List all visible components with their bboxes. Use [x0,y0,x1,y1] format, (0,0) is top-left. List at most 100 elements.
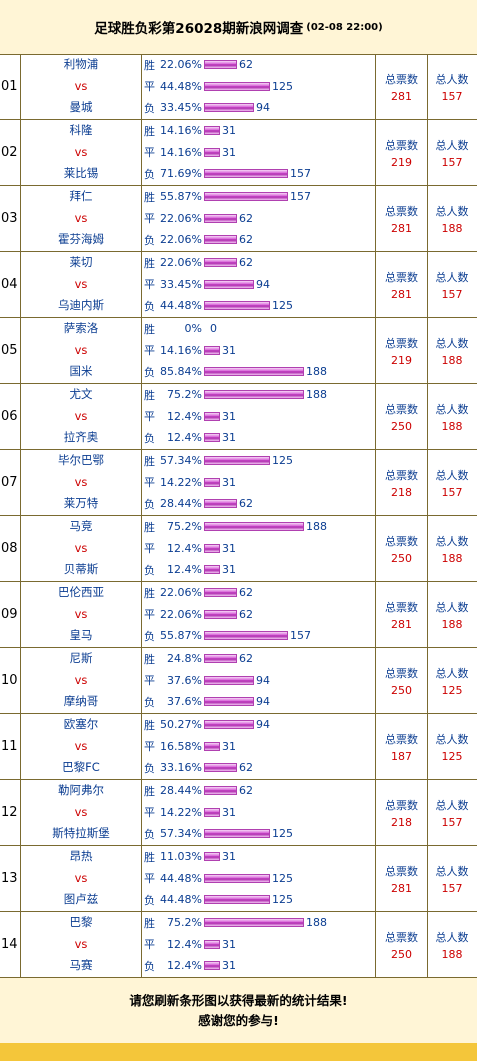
stat-win: 胜 57.34% 125 [141,450,375,472]
stat-lose-percent: 12.4% [167,431,202,445]
vs-label: vs [74,276,88,291]
total-people-label: 总人数 [435,600,469,614]
away-team[interactable]: 斯特拉斯堡 [52,826,110,841]
match-teams: 利物浦 vs 曼城 [20,54,142,119]
total-people-label: 总人数 [435,138,469,152]
stat-lose-bar [204,631,288,641]
stat-draw-percent: 16.58% [160,739,202,753]
away-team[interactable]: 马赛 [69,958,93,973]
stat-win-bar [204,192,288,202]
vote-stats: 胜 75.2% 188 平 12.4% 31 负 12.4% 31 [141,912,375,977]
stat-lose-bar [204,697,254,707]
stat-win-bar [204,456,270,466]
home-team[interactable]: 尼斯 [69,651,93,665]
home-team[interactable]: 莱切 [69,255,93,269]
vs-label: vs [74,474,88,489]
home-team[interactable]: 勒阿弗尔 [58,783,104,797]
home-team[interactable]: 利物浦 [63,57,99,71]
match-teams: 莱切 vs 乌迪内斯 [20,252,142,317]
match-row: 03 拜仁 vs 霍芬海姆 胜 55.87% 157 平 22.06% 62 负 22.06% 62 总票… [0,186,477,252]
stat-draw-count: 62 [239,211,253,225]
match-teams: 尼斯 vs 摩纳哥 [20,648,142,713]
total-people: 总人数 157 [427,450,477,515]
total-votes: 总票数 187 [375,714,428,779]
stat-lose-count: 94 [256,101,270,115]
stat-lose-bar [204,895,270,905]
away-team[interactable]: 皇马 [69,628,93,643]
stat-win-percent: 11.03% [160,850,202,864]
stat-win-label: 胜 [144,916,155,930]
stat-lose-bar [204,499,237,509]
home-team[interactable]: 巴黎 [69,915,93,929]
home-team[interactable]: 马竞 [69,519,93,533]
stat-lose-bar [204,169,288,179]
total-people-label: 总人数 [435,732,469,746]
stat-draw-bar [204,939,220,949]
total-people-value: 188 [441,617,463,631]
away-team[interactable]: 曼城 [69,100,93,115]
away-team[interactable]: 贝蒂斯 [63,562,99,577]
total-people-label: 总人数 [435,468,469,482]
stat-win-percent: 50.27% [160,718,202,732]
stat-lose-label: 负 [144,431,155,445]
vs-label: vs [74,738,88,753]
match-teams: 尤文 vs 拉齐奥 [20,384,142,449]
away-team[interactable]: 拉齐奥 [63,430,99,445]
away-team[interactable]: 巴黎FC [62,760,100,775]
stat-win-bar [204,126,220,136]
match-row: 10 尼斯 vs 摩纳哥胜 24.8% 62 平 37.6% 94 负 37.6% 94 总票数 250 总… [0,648,477,714]
home-team[interactable]: 拜仁 [69,189,93,203]
away-team[interactable]: 霍芬海姆 [58,232,104,247]
home-team[interactable]: 毕尔巴鄂 [58,453,104,467]
stat-lose-bar [204,829,270,839]
home-team[interactable]: 欧塞尔 [63,717,99,731]
stat-lose-bar [204,235,237,245]
stat-draw: 平 12.4% 31 [141,538,375,560]
total-votes-label: 总票数 [385,204,418,218]
stat-win-percent: 22.06% [160,58,202,72]
stat-win-percent: 0% [184,322,202,336]
stat-draw-percent: 12.4% [167,937,202,951]
vs-label: vs [74,936,88,951]
match-teams: 毕尔巴鄂 vs 莱万特 [20,450,142,515]
match-row: 05 萨索洛 vs 国米 胜 0% 0 平 14.16% 31 负 85.84% 188 总票数 219 总人… [0,318,477,384]
home-team[interactable]: 尤文 [69,387,93,401]
home-team[interactable]: 昂热 [69,849,93,863]
stat-win-percent: 14.16% [160,124,202,138]
stat-lose-bar [204,301,270,311]
total-votes-value: 281 [391,221,412,235]
stat-draw: 平 22.06% 62 [141,604,375,626]
stat-draw-percent: 14.22% [160,475,202,489]
stat-win-label: 胜 [144,454,155,468]
total-people-value: 188 [441,221,463,235]
match-number: 09 [1,607,18,622]
away-team[interactable]: 国米 [69,364,93,379]
stat-draw-count: 31 [222,343,236,357]
stat-lose-percent: 57.34% [160,827,202,841]
total-people: 总人数 188 [427,516,477,581]
home-team[interactable]: 科隆 [69,123,93,137]
away-team[interactable]: 乌迪内斯 [58,298,104,313]
stat-lose-count: 62 [239,761,253,775]
total-votes-label: 总票数 [385,600,418,614]
away-team[interactable]: 莱万特 [63,496,99,511]
match-number: 12 [1,805,18,820]
stat-draw-count: 31 [222,475,236,489]
match-row: 07 毕尔巴鄂 vs 莱万特 胜 57.34% 125 平 14.22% 31 负 28.44% 62 总… [0,450,477,516]
home-team[interactable]: 巴伦西亚 [58,585,104,599]
away-team[interactable]: 莱比锡 [63,166,99,181]
stat-draw-label: 平 [144,410,155,424]
home-team[interactable]: 萨索洛 [63,321,99,335]
stat-win-label: 胜 [144,388,155,402]
stat-draw: 平 12.4% 31 [141,934,375,956]
stat-draw-bar [204,411,220,421]
bottom-bar [0,1043,477,1061]
stat-draw-count: 31 [222,409,236,423]
stat-draw-percent: 37.6% [167,673,202,687]
stat-win-label: 胜 [144,850,155,864]
total-votes: 总票数 281 [375,54,428,119]
away-team[interactable]: 图卢兹 [63,892,99,907]
stat-lose-count: 125 [272,299,293,313]
away-team[interactable]: 摩纳哥 [63,694,99,709]
total-votes-value: 281 [391,89,412,103]
